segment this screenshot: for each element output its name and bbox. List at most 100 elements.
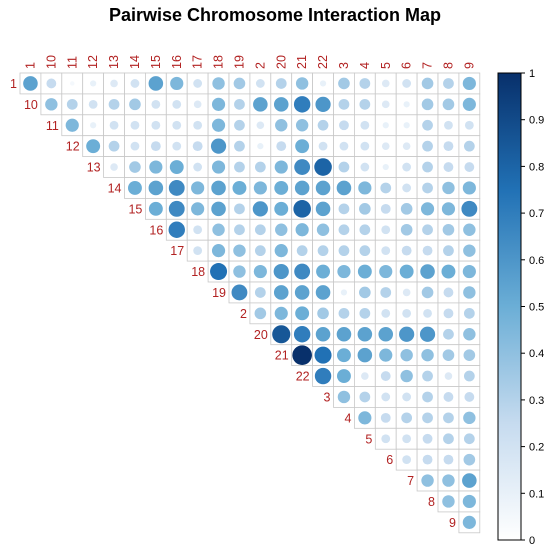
cell-circle-3-3 (337, 390, 351, 404)
row-label: 12 (66, 140, 80, 154)
column-label: 1 (23, 62, 37, 69)
cell-circle-12-4 (360, 141, 370, 151)
cell-circle-20-6 (399, 326, 415, 342)
cell-circle-2-3 (338, 307, 350, 319)
cell-circle-1-1 (23, 76, 38, 91)
colorbar-tick-label: 0.3 (529, 395, 544, 407)
cell-circle-16-5 (381, 225, 391, 235)
cell-circle-10-2 (253, 97, 268, 112)
cell-circle-17-6 (401, 245, 412, 256)
column-label: 21 (295, 55, 309, 69)
cell-circle-6-9 (463, 453, 476, 466)
cell-circle-8-9 (462, 494, 476, 509)
colorbar-tick-label: 1 (529, 68, 535, 80)
cell-circle-7-9 (462, 473, 477, 488)
cell-circle-20-3 (336, 326, 352, 342)
colorbar-tick-label: 0.6 (529, 255, 544, 267)
column-label: 15 (149, 55, 163, 69)
cell-circle-11-20 (275, 119, 288, 132)
cell-circle-17-22 (317, 245, 329, 257)
cell-circle-10-9 (462, 97, 476, 111)
cell-circle-16-6 (400, 223, 413, 236)
cell-circle-8-8 (442, 495, 455, 508)
column-label: 8 (441, 62, 455, 69)
cell-circle-10-3 (338, 98, 350, 110)
cell-circle-1-21 (295, 77, 309, 90)
row-label: 9 (449, 516, 456, 530)
cell-circle-3-6 (402, 392, 412, 402)
cell-circle-10-22 (315, 96, 331, 112)
cell-circle-17-19 (233, 244, 246, 257)
cell-circle-20-22 (315, 326, 331, 342)
column-label: 11 (65, 56, 79, 69)
cell-circle-17-21 (296, 245, 308, 257)
row-label: 6 (386, 453, 393, 467)
cell-circle-15-5 (380, 203, 391, 214)
cell-circle-2-22 (317, 307, 329, 320)
cell-circle-1-16 (170, 76, 184, 91)
cell-circle-10-8 (442, 98, 455, 111)
cell-circle-7-8 (442, 474, 455, 487)
cell-circle-16-17 (193, 225, 203, 235)
cell-circle-1-15 (148, 76, 164, 91)
cell-circle-9-9 (462, 515, 476, 529)
cell-circle-20-21 (293, 326, 311, 343)
cell-circle-10-21 (293, 96, 311, 113)
cell-circle-16-21 (295, 223, 309, 237)
cell-circle-15-16 (168, 200, 185, 217)
cell-circle-13-7 (422, 161, 433, 173)
cell-circle-1-6 (402, 79, 412, 88)
column-label: 12 (86, 55, 100, 69)
cell-circle-12-5 (381, 142, 390, 150)
cell-circle-13-4 (360, 162, 370, 172)
cell-circle-17-3 (338, 245, 350, 257)
cell-circle-11-21 (295, 119, 309, 132)
cell-circle-18-9 (462, 264, 476, 279)
row-label: 3 (324, 390, 331, 404)
cell-circle-2-5 (381, 308, 391, 318)
cell-circle-10-11 (66, 98, 78, 110)
cell-circle-14-8 (442, 181, 455, 195)
cell-circle-11-8 (444, 120, 453, 130)
cell-circle-13-15 (149, 160, 163, 174)
cell-circle-12-14 (130, 141, 140, 151)
cell-circle-12-13 (108, 140, 120, 152)
cell-circle-16-16 (168, 221, 185, 238)
row-label: 4 (344, 411, 351, 425)
cell-circle-16-9 (463, 223, 476, 236)
cell-circle-18-8 (441, 264, 456, 279)
column-label: 9 (462, 62, 476, 69)
cell-circle-2-7 (423, 308, 432, 318)
cell-circle-14-7 (422, 182, 433, 194)
cell-circle-17-8 (443, 245, 454, 257)
cell-circle-4-7 (422, 412, 433, 424)
cell-circle-10-7 (421, 98, 434, 111)
cell-circle-12-15 (150, 141, 161, 152)
cell-circle-1-14 (130, 79, 140, 88)
cell-grid (19, 72, 481, 534)
cell-circle-13-2 (254, 161, 266, 173)
cell-circle-1-2 (255, 79, 265, 88)
cell-circle-11-2 (256, 121, 265, 130)
cell-circle-17-7 (422, 245, 433, 256)
cell-circle-14-15 (148, 180, 164, 196)
cell-circle-15-20 (274, 201, 289, 216)
cell-circle-17-5 (381, 246, 391, 256)
cell-circle-13-13 (110, 163, 118, 171)
cell-circle-12-18 (210, 138, 227, 154)
cell-circle-1-18 (212, 77, 225, 90)
cell-circle-2-8 (443, 308, 454, 319)
column-label: 18 (212, 55, 226, 69)
cell-circle-16-2 (254, 224, 266, 236)
cell-circle-1-13 (110, 79, 118, 88)
cell-circle-18-2 (253, 264, 267, 279)
colorbar: 0 0.1 0.2 0.3 0.4 0.5 0.6 0.7 0.8 0.9 1 (497, 68, 544, 547)
cell-circle-1-12 (90, 80, 97, 87)
cell-circle-2-9 (463, 307, 475, 319)
row-label: 15 (128, 202, 142, 216)
cell-circle-11-15 (151, 120, 161, 130)
colorbar-tick-label: 0.9 (529, 115, 544, 127)
cell-circle-12-9 (463, 140, 475, 152)
cell-circle-12-6 (402, 142, 411, 150)
colorbar-tick-label: 0 (529, 535, 535, 547)
